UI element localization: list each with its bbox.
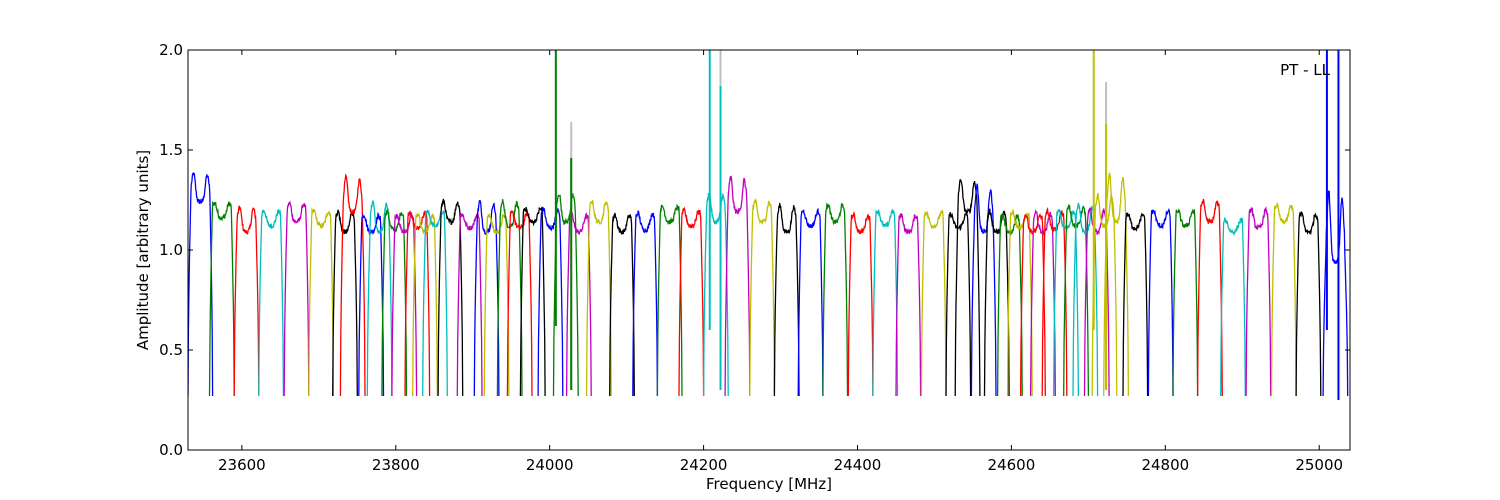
subband-series	[1295, 211, 1322, 397]
subband-series	[895, 212, 922, 397]
subband-series	[632, 210, 659, 397]
subband-series	[1029, 208, 1056, 397]
x-tick-label: 23600	[218, 456, 266, 474]
subband-series	[208, 200, 235, 397]
subband-series	[822, 202, 849, 397]
y-axis: 0.0 0.5 1.0 1.5 2.0	[159, 41, 1350, 459]
subband-series	[1122, 212, 1149, 397]
y-tick-label: 0.5	[159, 341, 183, 359]
subband-series	[366, 200, 393, 397]
y-tick-label: 2.0	[159, 41, 183, 59]
subband-series	[702, 191, 729, 397]
subband-series	[1041, 206, 1068, 397]
x-tick-label: 24200	[680, 456, 728, 474]
x-tick-label: 25000	[1295, 456, 1343, 474]
subband-series	[724, 175, 751, 397]
subband-series	[983, 208, 1010, 397]
x-tick-label: 24000	[526, 456, 574, 474]
y-tick-label: 1.0	[159, 241, 183, 259]
subband-series	[1083, 207, 1110, 397]
subband-series	[773, 202, 800, 397]
x-axis-label: Frequency [MHz]	[706, 475, 832, 493]
subband-series	[797, 207, 824, 397]
subband-series	[537, 207, 564, 397]
x-axis: 23600 23800 24000 24200 24400 24600 24800 25000	[218, 50, 1343, 474]
spike-layer	[554, 50, 1340, 400]
subband-series	[233, 205, 260, 397]
subband-series	[1091, 192, 1118, 397]
subband-series	[188, 172, 214, 397]
subband-series	[678, 206, 705, 397]
subband-series	[283, 200, 310, 397]
y-tick-label: 0.0	[159, 441, 183, 459]
series-layer	[188, 172, 1349, 397]
x-tick-label: 24600	[988, 456, 1036, 474]
subband-series	[920, 208, 947, 397]
subband-series	[656, 203, 683, 397]
x-tick-label: 24400	[834, 456, 882, 474]
subband-series	[970, 183, 997, 397]
subband-series	[422, 209, 448, 397]
annotation-label: PT - LL	[1280, 61, 1331, 79]
subband-series	[585, 200, 612, 397]
subband-series	[258, 209, 285, 397]
subband-series	[1172, 208, 1199, 397]
subband-series	[1147, 207, 1174, 397]
subband-series	[358, 211, 385, 397]
subband-series	[339, 173, 366, 397]
subband-series	[1103, 172, 1130, 397]
x-tick-label: 23800	[372, 456, 420, 474]
subband-series	[519, 205, 546, 397]
subband-series	[1196, 198, 1223, 397]
x-tick-label: 24800	[1141, 456, 1189, 474]
subband-series	[437, 198, 464, 397]
subband-series	[954, 179, 981, 397]
subband-series	[872, 209, 899, 397]
subband-series	[1006, 208, 1033, 397]
subband-series	[1245, 206, 1272, 397]
subband-series	[1220, 217, 1246, 397]
subband-series	[847, 210, 874, 397]
subband-series	[552, 193, 579, 397]
subband-series	[749, 197, 776, 397]
subband-series	[1270, 202, 1297, 397]
subband-series	[609, 212, 635, 397]
subband-series	[308, 207, 335, 397]
y-axis-label: Amplitude [arbitrary units]	[134, 150, 152, 350]
y-tick-label: 1.5	[159, 141, 183, 159]
